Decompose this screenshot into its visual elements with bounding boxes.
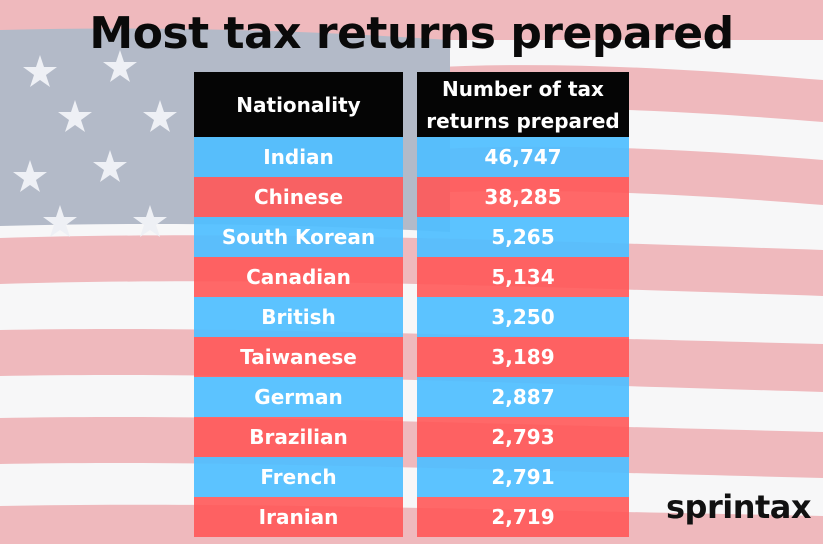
- table-row: South Korean 5,265: [194, 217, 629, 257]
- nationality-cell: Indian: [194, 137, 403, 177]
- sprintax-logo: sprintax: [665, 488, 812, 526]
- table-row: Chinese 38,285: [194, 177, 629, 217]
- table-row: German 2,887: [194, 377, 629, 417]
- returns-cell: 2,887: [417, 377, 629, 417]
- table-row: Indian 46,747: [194, 137, 629, 177]
- returns-cell: 3,250: [417, 297, 629, 337]
- returns-cell: 46,747: [417, 137, 629, 177]
- tax-returns-table: Nationality Number of tax returns prepar…: [194, 72, 629, 537]
- returns-cell: 3,189: [417, 337, 629, 377]
- table-row: French 2,791: [194, 457, 629, 497]
- returns-cell: 2,719: [417, 497, 629, 537]
- table-row: Iranian 2,719: [194, 497, 629, 537]
- table-row: Canadian 5,134: [194, 257, 629, 297]
- table-row: Taiwanese 3,189: [194, 337, 629, 377]
- returns-cell: 2,793: [417, 417, 629, 457]
- returns-cell: 38,285: [417, 177, 629, 217]
- nationality-cell: German: [194, 377, 403, 417]
- returns-cell: 5,134: [417, 257, 629, 297]
- nationality-cell: French: [194, 457, 403, 497]
- column-header-nationality: Nationality: [194, 72, 403, 137]
- column-header-returns: Number of tax returns prepared: [417, 72, 629, 137]
- nationality-cell: Canadian: [194, 257, 403, 297]
- table-row: British 3,250: [194, 297, 629, 337]
- nationality-cell: Iranian: [194, 497, 403, 537]
- page-title: Most tax returns prepared: [89, 8, 734, 59]
- table-row: Brazilian 2,793: [194, 417, 629, 457]
- returns-cell: 2,791: [417, 457, 629, 497]
- nationality-cell: Brazilian: [194, 417, 403, 457]
- nationality-cell: British: [194, 297, 403, 337]
- nationality-cell: Taiwanese: [194, 337, 403, 377]
- nationality-cell: Chinese: [194, 177, 403, 217]
- nationality-cell: South Korean: [194, 217, 403, 257]
- returns-cell: 5,265: [417, 217, 629, 257]
- table-header-row: Nationality Number of tax returns prepar…: [194, 72, 629, 137]
